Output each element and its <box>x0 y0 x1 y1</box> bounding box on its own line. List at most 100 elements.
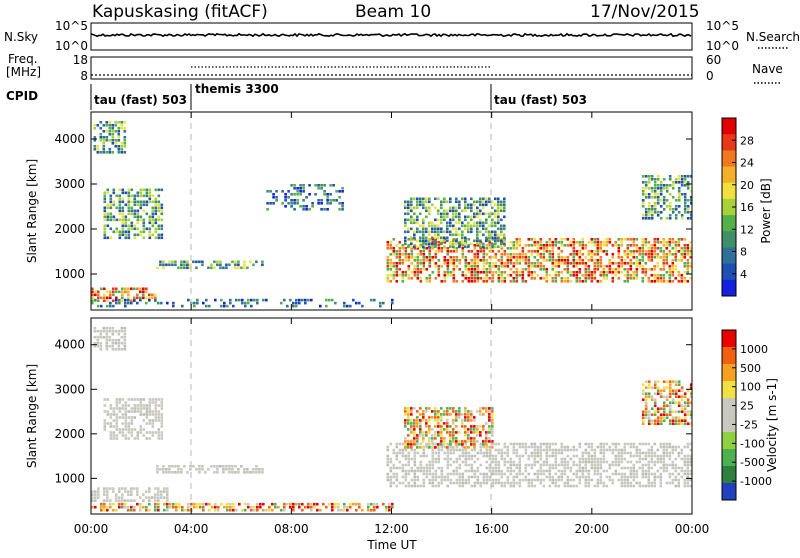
data-cell <box>305 196 308 199</box>
data-cell <box>205 304 208 308</box>
data-cell <box>503 206 506 210</box>
data-cell <box>103 212 107 216</box>
data-cell <box>656 199 660 202</box>
data-cell <box>566 244 570 247</box>
data-cell <box>647 460 651 464</box>
data-cell <box>485 475 489 479</box>
data-cell <box>500 230 503 234</box>
data-cell <box>482 224 485 228</box>
data-cell <box>596 238 600 241</box>
data-cell <box>229 502 232 506</box>
data-cell <box>647 250 651 253</box>
data-cell <box>313 502 316 506</box>
data-cell <box>299 187 302 190</box>
data-cell <box>485 227 488 231</box>
data-cell <box>111 326 115 330</box>
data-cell <box>521 280 525 283</box>
data-cell <box>620 451 624 455</box>
data-cell <box>105 326 109 330</box>
data-cell <box>485 472 489 476</box>
data-cell <box>680 466 684 470</box>
data-cell <box>482 443 485 446</box>
data-cell <box>491 431 494 434</box>
data-cell <box>407 469 411 473</box>
data-cell <box>536 247 540 250</box>
data-cell <box>91 490 94 493</box>
data-cell <box>677 410 681 413</box>
data-cell <box>395 484 399 488</box>
data-cell <box>226 304 229 308</box>
data-cell <box>464 242 467 246</box>
data-cell <box>404 256 408 259</box>
data-cell <box>392 451 396 455</box>
data-cell <box>665 271 669 274</box>
data-cell <box>500 454 504 458</box>
data-cell <box>677 478 681 482</box>
data-cell <box>497 448 501 452</box>
data-cell <box>151 422 155 425</box>
data-cell <box>539 277 543 280</box>
data-cell <box>617 442 621 446</box>
data-cell <box>500 224 503 228</box>
data-cell <box>467 271 471 274</box>
data-cell <box>121 431 125 434</box>
data-cell <box>686 472 690 476</box>
data-cell <box>578 271 582 274</box>
data-cell <box>683 416 687 419</box>
data-cell <box>596 250 600 253</box>
data-cell <box>506 265 510 268</box>
data-cell <box>470 259 474 262</box>
data-cell <box>470 428 473 431</box>
data-cell <box>668 214 672 217</box>
data-cell <box>201 468 204 471</box>
data-cell <box>115 416 119 419</box>
data-cell <box>446 212 449 216</box>
data-cell <box>118 502 121 506</box>
data-cell <box>626 277 630 280</box>
data-cell <box>139 206 143 210</box>
data-cell <box>545 271 549 274</box>
data-cell <box>422 410 425 413</box>
data-cell <box>656 247 660 250</box>
data-cell <box>659 445 663 449</box>
data-cell <box>443 238 447 241</box>
data-cell <box>99 332 103 336</box>
data-cell <box>638 466 642 470</box>
data-cell <box>437 457 441 461</box>
data-cell <box>437 268 441 271</box>
data-cell <box>352 298 355 302</box>
data-cell <box>494 212 497 216</box>
data-cell <box>542 463 546 467</box>
data-cell <box>512 481 516 485</box>
data-cell <box>105 130 109 133</box>
data-cell <box>638 448 642 452</box>
data-cell <box>416 443 419 446</box>
data-cell <box>608 478 612 482</box>
data-cell <box>428 463 432 467</box>
data-cell <box>422 454 426 458</box>
data-cell <box>596 247 600 250</box>
data-cell <box>506 478 510 482</box>
data-cell <box>668 383 672 386</box>
data-cell <box>623 259 627 262</box>
data-cell <box>419 203 422 207</box>
data-cell <box>596 484 600 488</box>
data-cell <box>413 443 416 446</box>
data-cell <box>623 280 627 283</box>
data-cell <box>123 344 127 348</box>
data-cell <box>207 468 210 471</box>
data-cell <box>370 298 373 302</box>
data-cell <box>410 413 413 416</box>
data-cell <box>133 298 136 302</box>
data-cell <box>401 469 405 473</box>
data-cell <box>407 230 410 234</box>
data-cell <box>581 466 585 470</box>
data-cell <box>386 475 390 479</box>
data-cell <box>455 197 458 201</box>
data-cell <box>136 434 140 437</box>
data-cell <box>680 175 684 178</box>
data-cell <box>290 205 293 208</box>
data-cell <box>386 277 390 280</box>
data-cell <box>127 404 131 407</box>
data-cell <box>515 280 519 283</box>
